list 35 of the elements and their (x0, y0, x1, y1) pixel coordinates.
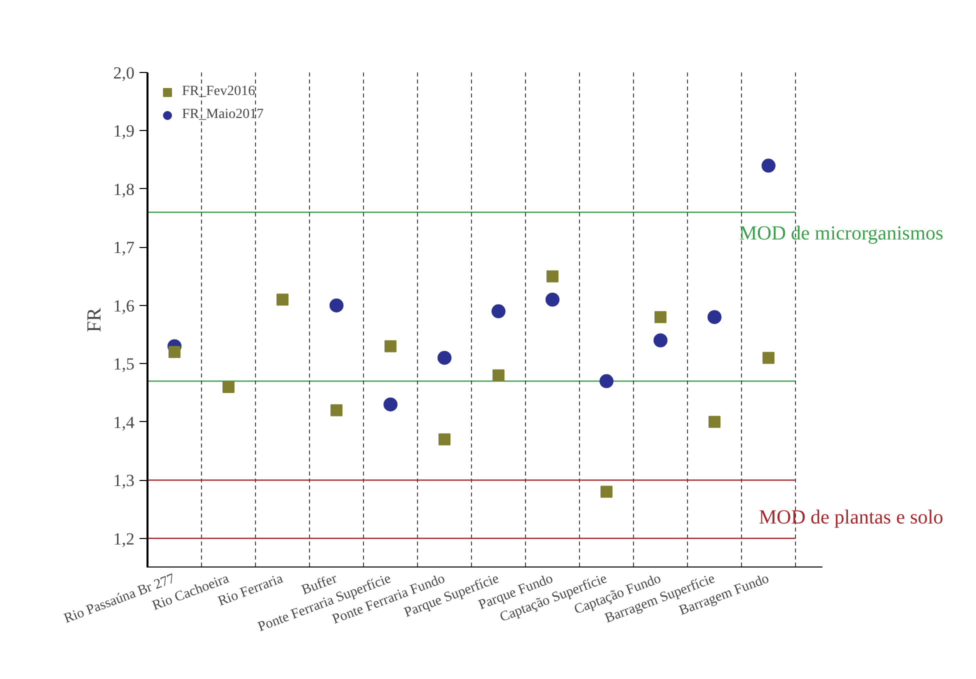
point (546, 270, 558, 282)
point (708, 416, 720, 428)
point (546, 292, 560, 307)
y-tick-label: 1,2 (113, 529, 134, 548)
point (222, 380, 234, 393)
point (384, 340, 396, 352)
ref-line-label: MOD de microrganismos (739, 222, 944, 244)
point (276, 294, 288, 306)
y-tick-label: 1,7 (113, 238, 135, 258)
y-axis-title: FR (83, 307, 106, 332)
point (492, 369, 504, 382)
point (384, 397, 398, 412)
y-tick-label: 1,9 (113, 122, 134, 141)
point (492, 304, 506, 318)
y-tick-label: 1,5 (113, 354, 134, 374)
point (438, 350, 452, 365)
y-tick-label: 2,0 (113, 64, 134, 82)
point (330, 404, 342, 416)
point (708, 310, 722, 324)
point (600, 486, 612, 498)
y-tick-label: 1,6 (113, 296, 134, 316)
point (654, 311, 666, 324)
ref-line-label: MOD de plantas e solo (758, 506, 944, 528)
y-tick-label: 1,8 (113, 180, 134, 199)
y-tick-label: 1,4 (113, 412, 135, 432)
point (762, 352, 774, 364)
point (438, 433, 450, 446)
point (762, 158, 776, 173)
legend-label: FR_Fev2016 (182, 84, 256, 100)
point (654, 333, 668, 348)
point (168, 346, 180, 358)
point (330, 298, 344, 312)
legend-label: FR_Maio2017 (182, 107, 264, 123)
point (600, 374, 614, 388)
y-tick-label: 1,3 (113, 471, 134, 490)
